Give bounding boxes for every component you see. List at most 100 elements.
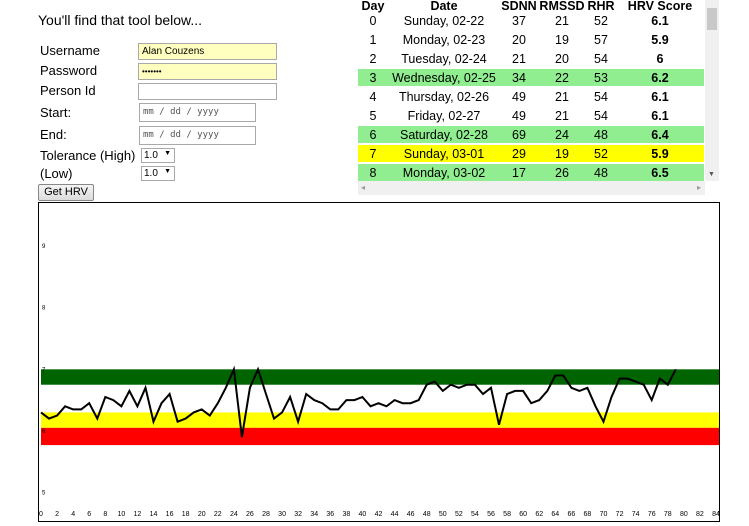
scroll-down-arrow-icon[interactable]: ▼: [708, 171, 715, 178]
x-tick-label: 22: [214, 511, 222, 518]
table-cell-score: 5.9: [616, 30, 704, 50]
person-id-field[interactable]: [138, 83, 277, 100]
table-cell-day: 0: [358, 12, 388, 31]
table-cell-rhr: 57: [586, 30, 616, 50]
hrv-table-panel[interactable]: Day Date SDNN RMSSD RHR HRV Score 0 Sunda…: [358, 0, 704, 181]
x-tick-label: 82: [696, 511, 704, 518]
table-cell-date: Saturday, 02-28: [388, 125, 500, 145]
table-cell-date: Monday, 03-02: [388, 163, 500, 181]
table-cell-rmssd: 26: [538, 163, 586, 181]
table-row[interactable]: 2 Tuesday, 02-24 21 20 54 6: [358, 49, 704, 69]
table-row[interactable]: 7 Sunday, 03-01 29 19 52 5.9: [358, 144, 704, 164]
chevron-down-icon: ▼: [164, 168, 171, 175]
table-cell-day: 3: [358, 68, 388, 88]
table-cell-sdnn: 49: [500, 106, 538, 126]
scroll-right-arrow-icon[interactable]: ▸: [696, 183, 701, 192]
x-tick-label: 12: [134, 511, 142, 518]
table-cell-rmssd: 22: [538, 68, 586, 88]
password-label: Password: [40, 63, 98, 78]
hrv-score-line: [40, 365, 677, 438]
x-tick-label: 46: [407, 511, 415, 518]
threshold-band: [41, 412, 719, 428]
person-id-label: Person Id: [40, 83, 96, 98]
table-vertical-scrollbar[interactable]: ▼: [705, 0, 719, 181]
x-tick-label: 4: [71, 511, 75, 518]
x-tick-label: 36: [326, 511, 334, 518]
x-tick-label: 16: [166, 511, 174, 518]
table-row[interactable]: 5 Friday, 02-27 49 21 54 6.1: [358, 106, 704, 126]
x-tick-label: 14: [150, 511, 158, 518]
x-tick-label: 72: [616, 511, 624, 518]
x-tick-label: 26: [246, 511, 254, 518]
table-cell-rhr: 48: [586, 125, 616, 145]
table-row[interactable]: 4 Thursday, 02-26 49 21 54 6.1: [358, 87, 704, 107]
x-tick-label: 62: [535, 511, 543, 518]
x-tick-label: 42: [375, 511, 383, 518]
x-tick-label: 64: [551, 511, 559, 518]
x-tick-label: 0: [39, 511, 43, 518]
scrollbar-thumb[interactable]: [707, 8, 717, 30]
username-label: Username: [40, 43, 100, 58]
x-tick-label: 84: [712, 511, 719, 518]
table-cell-score: 6.4: [616, 125, 704, 145]
x-tick-label: 50: [439, 511, 447, 518]
table-row[interactable]: 1 Monday, 02-23 20 19 57 5.9: [358, 30, 704, 50]
x-tick-label: 66: [567, 511, 575, 518]
header-date: Date: [430, 0, 458, 13]
table-cell-rhr: 54: [586, 49, 616, 69]
y-tick-label: 7: [42, 367, 46, 373]
x-tick-label: 78: [664, 511, 672, 518]
table-cell-rhr: 52: [586, 12, 616, 31]
get-hrv-button[interactable]: Get HRV: [38, 184, 94, 201]
table-cell-date: Tuesday, 02-24: [388, 49, 500, 69]
hrv-chart: 5 6 7 8 9 0 2 4 6 8 10 12 14 16 18 20 22 24 26 28 30 32 34 36 38…: [38, 202, 720, 522]
table-cell-sdnn: 21: [500, 49, 538, 69]
start-date-input[interactable]: mm / dd / yyyy: [139, 103, 256, 122]
start-label: Start:: [40, 105, 72, 120]
password-field[interactable]: •••••••: [138, 63, 277, 80]
x-tick-label: 34: [310, 511, 318, 518]
tolerance-low-select[interactable]: 1.0 ▼: [141, 166, 175, 181]
x-tick-label: 8: [103, 511, 107, 518]
x-tick-label: 76: [648, 511, 656, 518]
table-horizontal-scrollbar[interactable]: ◂ ▸: [358, 181, 705, 195]
table-cell-score: 6.1: [616, 87, 704, 107]
table-cell-rmssd: 21: [538, 12, 586, 31]
table-cell-score: 5.9: [616, 144, 704, 164]
x-tick-label: 48: [423, 511, 431, 518]
table-cell-sdnn: 34: [500, 68, 538, 88]
table-row[interactable]: 0 Sunday, 02-22 37 21 52 6.1: [358, 12, 704, 31]
table-cell-date: Sunday, 02-22: [388, 12, 500, 31]
scroll-left-arrow-icon[interactable]: ◂: [361, 183, 366, 192]
table-cell-day: 6: [358, 125, 388, 145]
table-cell-sdnn: 29: [500, 144, 538, 164]
table-cell-rhr: 52: [586, 144, 616, 164]
table-cell-day: 7: [358, 144, 388, 164]
table-row[interactable]: 3 Wednesday, 02-25 34 22 53 6.2: [358, 68, 704, 88]
tolerance-high-select[interactable]: 1.0 ▼: [141, 148, 175, 163]
header-rmssd: RMSSD: [539, 0, 585, 13]
tolerance-high-value: 1.0: [144, 150, 158, 161]
table-cell-day: 5: [358, 106, 388, 126]
table-cell-rmssd: 24: [538, 125, 586, 145]
header-day: Day: [361, 0, 385, 13]
table-cell-rmssd: 20: [538, 49, 586, 69]
table-cell-rmssd: 21: [538, 106, 586, 126]
threshold-band: [41, 369, 719, 385]
table-cell-date: Sunday, 03-01: [388, 144, 500, 164]
username-field[interactable]: Alan Couzens: [138, 43, 277, 60]
x-tick-label: 38: [342, 511, 350, 518]
table-row[interactable]: 6 Saturday, 02-28 69 24 48 6.4: [358, 125, 704, 145]
table-cell-rmssd: 21: [538, 87, 586, 107]
table-cell-date: Monday, 02-23: [388, 30, 500, 50]
end-date-input[interactable]: mm / dd / yyyy: [139, 126, 256, 145]
table-header-row: Day Date SDNN RMSSD RHR HRV Score: [358, 0, 704, 12]
table-row[interactable]: 8 Monday, 03-02 17 26 48 6.5: [358, 163, 704, 181]
x-tick-label: 28: [262, 511, 270, 518]
y-tick-label: 9: [42, 244, 46, 250]
header-rhr: RHR: [587, 0, 615, 13]
header-hrv-score: HRV Score: [627, 0, 693, 13]
table-cell-sdnn: 69: [500, 125, 538, 145]
table-cell-rhr: 54: [586, 87, 616, 107]
